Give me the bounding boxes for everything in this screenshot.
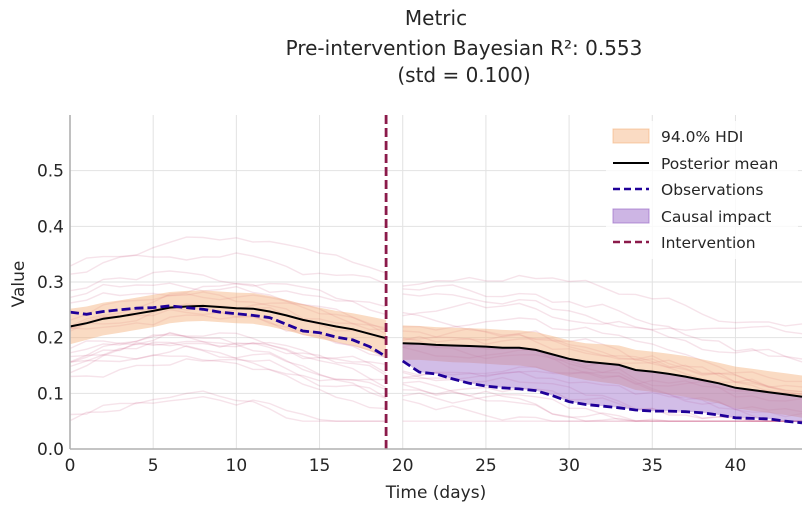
posterior-sample-line xyxy=(69,341,387,400)
x-tick-label: 40 xyxy=(725,456,747,476)
posterior-sample-line xyxy=(402,383,802,422)
posterior-sample-line xyxy=(402,370,803,413)
axes-layer xyxy=(69,115,802,450)
posterior-sample-line xyxy=(402,274,803,327)
posterior-sample-line xyxy=(402,366,803,402)
posterior-sample-line xyxy=(69,282,387,329)
legend-label-hdi: 94.0% HDI xyxy=(661,128,743,146)
posterior-mean-line-post xyxy=(402,342,803,398)
posterior-sample-line xyxy=(69,332,387,381)
posterior-sample-line xyxy=(69,314,387,359)
y-tick-label: 0.0 xyxy=(37,440,64,460)
posterior-sample-line xyxy=(69,358,387,399)
posterior-sample-line xyxy=(69,293,387,331)
posterior-sample-line xyxy=(402,330,803,393)
posterior-sample-line xyxy=(69,332,387,389)
posterior-sample-line xyxy=(402,301,803,360)
x-tick-label: 15 xyxy=(309,456,331,476)
posterior-sample-line xyxy=(402,311,803,395)
chart-title-line1: Metric xyxy=(405,6,467,30)
observations-line-pre xyxy=(69,304,387,358)
posterior-sample-line xyxy=(402,342,802,422)
posterior-sample-line xyxy=(69,270,387,316)
x-tick-label: 10 xyxy=(226,456,248,476)
posterior-sample-line xyxy=(69,291,387,335)
x-tick-label: 0 xyxy=(65,456,76,476)
y-tick-label: 0.4 xyxy=(37,217,64,237)
x-tick-label: 20 xyxy=(392,456,414,476)
posterior-sample-line xyxy=(402,293,803,335)
x-tick-label: 25 xyxy=(475,456,497,476)
y-tick-label: 0.2 xyxy=(37,329,64,349)
legend-label-posterior-mean: Posterior mean xyxy=(661,155,778,173)
posterior-sample-line xyxy=(402,380,802,422)
posterior-sample-line xyxy=(69,345,387,410)
observations-line-post xyxy=(401,359,803,425)
posterior-mean-line-pre xyxy=(69,304,387,340)
posterior-sample-lines xyxy=(69,236,803,422)
posterior-sample-line xyxy=(402,317,803,395)
posterior-sample-line xyxy=(402,284,803,363)
y-tick-label: 0.5 xyxy=(37,162,64,182)
posterior-sample-line xyxy=(69,340,387,374)
x-tick-label: 30 xyxy=(558,456,580,476)
x-axis-label: Time (days) xyxy=(385,483,486,503)
y-axis-label: Value xyxy=(9,261,29,308)
x-tick-label: 5 xyxy=(148,456,159,476)
x-tick-label: 35 xyxy=(641,456,663,476)
chart-title-line3: (std = 0.100) xyxy=(397,63,530,87)
posterior-sample-line xyxy=(402,327,802,383)
posterior-sample-line xyxy=(69,236,387,274)
posterior-sample-line xyxy=(69,395,387,422)
posterior-sample-line xyxy=(402,398,802,422)
legend-swatch-causal-impact xyxy=(612,208,650,224)
posterior-sample-line xyxy=(69,390,387,422)
legend-label-causal-impact: Causal impact xyxy=(661,208,771,226)
lines-layer xyxy=(69,115,803,449)
causal-impact-band xyxy=(402,343,802,423)
posterior-sample-line xyxy=(69,306,387,358)
y-tick-label: 0.3 xyxy=(37,273,64,293)
posterior-sample-line xyxy=(402,370,803,396)
legend: 94.0% HDI Posterior mean Observations Ca… xyxy=(606,121,798,259)
tick-labels: 0 5 10 15 20 25 30 35 40 0.0 0.1 0.2 0.3 0.4 0.5 xyxy=(37,162,746,476)
legend-label-intervention: Intervention xyxy=(661,234,756,252)
posterior-sample-line xyxy=(402,335,803,393)
legend-label-observations: Observations xyxy=(661,181,763,199)
chart-title-line2: Pre-intervention Bayesian R²: 0.553 xyxy=(286,36,643,60)
posterior-sample-line xyxy=(69,331,387,377)
posterior-sample-line xyxy=(69,252,387,285)
legend-swatch-hdi xyxy=(612,128,650,144)
posterior-sample-line xyxy=(69,354,387,391)
posterior-sample-line xyxy=(69,282,387,328)
y-tick-label: 0.1 xyxy=(37,384,64,404)
posterior-sample-line xyxy=(402,392,802,422)
posterior-sample-line xyxy=(69,340,387,365)
